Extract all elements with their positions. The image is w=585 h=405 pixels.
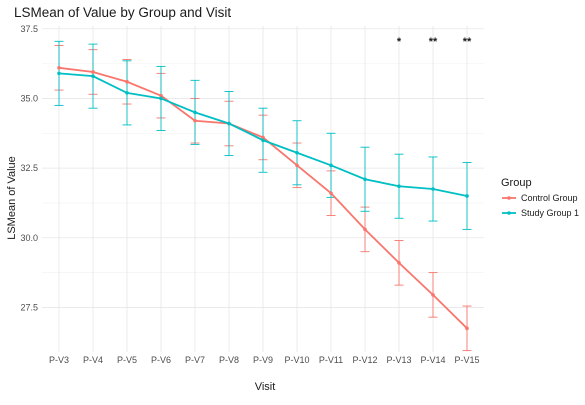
data-point [295, 150, 299, 155]
legend-title: Group [501, 177, 532, 189]
legend-swatch-point [507, 211, 511, 215]
x-tick-label: P-V10 [284, 355, 309, 365]
data-point [193, 118, 197, 123]
x-tick-label: P-V7 [185, 355, 205, 365]
x-tick-label: P-V6 [151, 355, 171, 365]
data-point [465, 326, 469, 331]
significance-annotations: * ** ** [397, 36, 472, 48]
chart-title: LSMean of Value by Group and Visit [14, 5, 231, 20]
series-lines [57, 65, 469, 331]
x-tick-label: P-V8 [219, 355, 239, 365]
significance-marker: ** [429, 36, 438, 48]
data-point [159, 96, 163, 101]
x-tick-label: P-V3 [49, 355, 69, 365]
y-tick-label: 35.0 [20, 93, 38, 103]
data-point [329, 163, 333, 168]
data-point [91, 70, 95, 74]
y-tick-label: 37.5 [20, 24, 38, 34]
legend-swatch-point [507, 196, 511, 200]
x-tick-label: P-V11 [319, 355, 343, 365]
legend: Group Control Group Study Group 1 [501, 177, 579, 218]
data-point [295, 163, 299, 168]
x-tick-label: P-V14 [420, 355, 445, 365]
y-tick-label: 32.5 [20, 163, 38, 173]
significance-marker: ** [463, 36, 472, 48]
data-point [363, 227, 367, 232]
data-point [57, 71, 61, 76]
data-point [431, 293, 435, 297]
data-point [397, 261, 401, 265]
data-point [193, 110, 197, 115]
legend-label: Control Group [521, 193, 578, 203]
data-point [125, 91, 129, 95]
data-point [465, 194, 469, 198]
data-point [397, 184, 401, 189]
x-tick-label: P-V4 [83, 355, 103, 365]
data-point [431, 187, 435, 191]
axis-ticks: 27.5 30.0 32.5 35.0 37.5 P-V3 P-V4 P-V5 P-V6 P-V7… [20, 24, 479, 365]
grid [42, 26, 484, 352]
x-tick-label: P-V13 [386, 355, 411, 365]
x-tick-label: P-V12 [352, 355, 377, 365]
x-axis-title: Visit [255, 381, 276, 393]
data-point [91, 74, 95, 78]
significance-marker: * [397, 36, 402, 48]
x-tick-label: P-V15 [454, 355, 479, 365]
data-point [261, 135, 265, 140]
data-point [227, 121, 231, 126]
error-bars [54, 40, 472, 352]
x-tick-label: P-V9 [253, 355, 273, 365]
y-tick-label: 27.5 [20, 302, 38, 312]
data-point [125, 79, 129, 84]
y-tick-label: 30.0 [20, 233, 38, 243]
legend-label: Study Group 1 [521, 208, 579, 218]
x-tick-label: P-V5 [117, 355, 137, 365]
data-point [261, 138, 265, 143]
data-point [363, 177, 367, 182]
data-point [159, 93, 163, 98]
data-point [57, 65, 61, 70]
y-axis-title: LSMean of Value [6, 156, 18, 240]
data-point [329, 191, 333, 195]
